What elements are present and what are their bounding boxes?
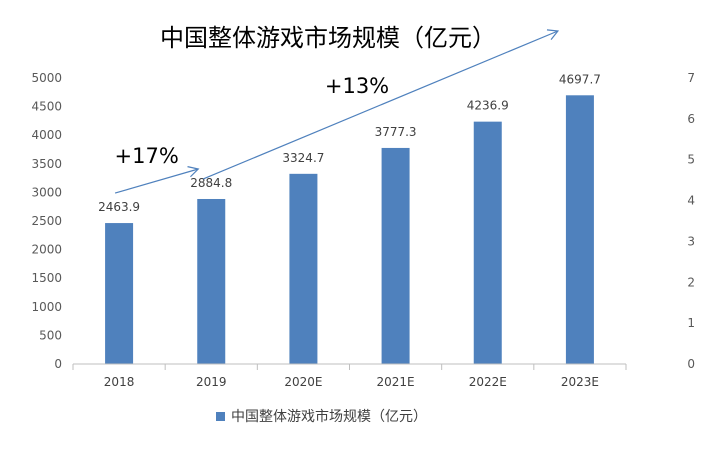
arrow-13pct-shaft bbox=[203, 30, 559, 180]
right-axis-ticks: 0 1 2 3 4 5 6 7 bbox=[687, 71, 695, 371]
category-label-2020E: 2020E bbox=[284, 375, 322, 389]
arrow-13pct-head bbox=[546, 29, 560, 40]
right-tick-label-0: 0 bbox=[687, 357, 695, 371]
left-tick-label-3: 1500 bbox=[31, 271, 62, 285]
data-label-2020E: 3324.7 bbox=[282, 151, 324, 165]
left-tick-label-7: 3500 bbox=[31, 157, 62, 171]
left-tick-label-1: 500 bbox=[39, 328, 62, 342]
data-label-2022E: 4236.9 bbox=[467, 99, 509, 113]
left-tick-label-4: 2000 bbox=[31, 243, 62, 257]
right-tick-label-7: 7 bbox=[687, 71, 695, 85]
category-label-2018: 2018 bbox=[104, 375, 135, 389]
bars bbox=[105, 95, 594, 364]
bar-2021E bbox=[381, 147, 410, 364]
category-label-2022E: 2022E bbox=[469, 375, 507, 389]
data-label-2021E: 3777.3 bbox=[375, 125, 417, 139]
left-tick-label-10: 5000 bbox=[31, 71, 62, 85]
growth-arrows: +17% +13% bbox=[114, 29, 560, 194]
right-tick-label-1: 1 bbox=[687, 316, 695, 330]
left-tick-label-9: 4500 bbox=[31, 100, 62, 114]
left-tick-label-8: 4000 bbox=[31, 128, 62, 142]
category-label-2021E: 2021E bbox=[377, 375, 415, 389]
bar-2022E bbox=[473, 121, 502, 364]
data-label-2018: 2463.9 bbox=[98, 200, 140, 214]
left-tick-label-5: 2500 bbox=[31, 214, 62, 228]
annotation-13pct: +13% bbox=[325, 74, 389, 98]
right-tick-label-5: 5 bbox=[687, 153, 695, 167]
category-labels: 2018 2019 2020E 2021E 2022E 2023E bbox=[104, 375, 599, 389]
bar-2023E bbox=[565, 95, 594, 364]
arrow-17pct-shaft bbox=[114, 168, 199, 194]
right-tick-label-4: 4 bbox=[687, 194, 695, 208]
data-label-2019: 2884.8 bbox=[190, 176, 232, 190]
data-labels: 2463.9 2884.8 3324.7 3777.3 4236.9 4697.7 bbox=[98, 72, 601, 214]
data-label-2023E: 4697.7 bbox=[559, 72, 601, 86]
legend-label: 中国整体游戏市场规模（亿元） bbox=[231, 408, 427, 425]
x-axis bbox=[72, 363, 627, 370]
category-label-2023E: 2023E bbox=[561, 375, 599, 389]
arrow-17pct bbox=[114, 166, 200, 194]
category-label-2019: 2019 bbox=[196, 375, 227, 389]
left-tick-label-0: 0 bbox=[54, 357, 62, 371]
chart-title: 中国整体游戏市场规模（亿元） bbox=[160, 24, 496, 52]
arrow-13pct bbox=[203, 29, 560, 180]
bar-2020E bbox=[289, 173, 318, 364]
right-tick-label-2: 2 bbox=[687, 275, 695, 289]
legend-swatch bbox=[216, 412, 225, 421]
left-tick-label-6: 3000 bbox=[31, 185, 62, 199]
right-tick-label-3: 3 bbox=[687, 234, 695, 248]
bar-2018 bbox=[105, 223, 134, 364]
bar-2019 bbox=[197, 198, 226, 364]
annotation-17pct: +17% bbox=[115, 144, 179, 168]
left-axis-ticks: 0 500 1000 1500 2000 2500 3000 3500 4000 4500 5000 bbox=[31, 71, 62, 371]
arrow-17pct-head bbox=[187, 166, 200, 178]
right-tick-label-6: 6 bbox=[687, 112, 695, 126]
legend: 中国整体游戏市场规模（亿元） bbox=[216, 408, 427, 425]
left-tick-label-2: 1000 bbox=[31, 300, 62, 314]
